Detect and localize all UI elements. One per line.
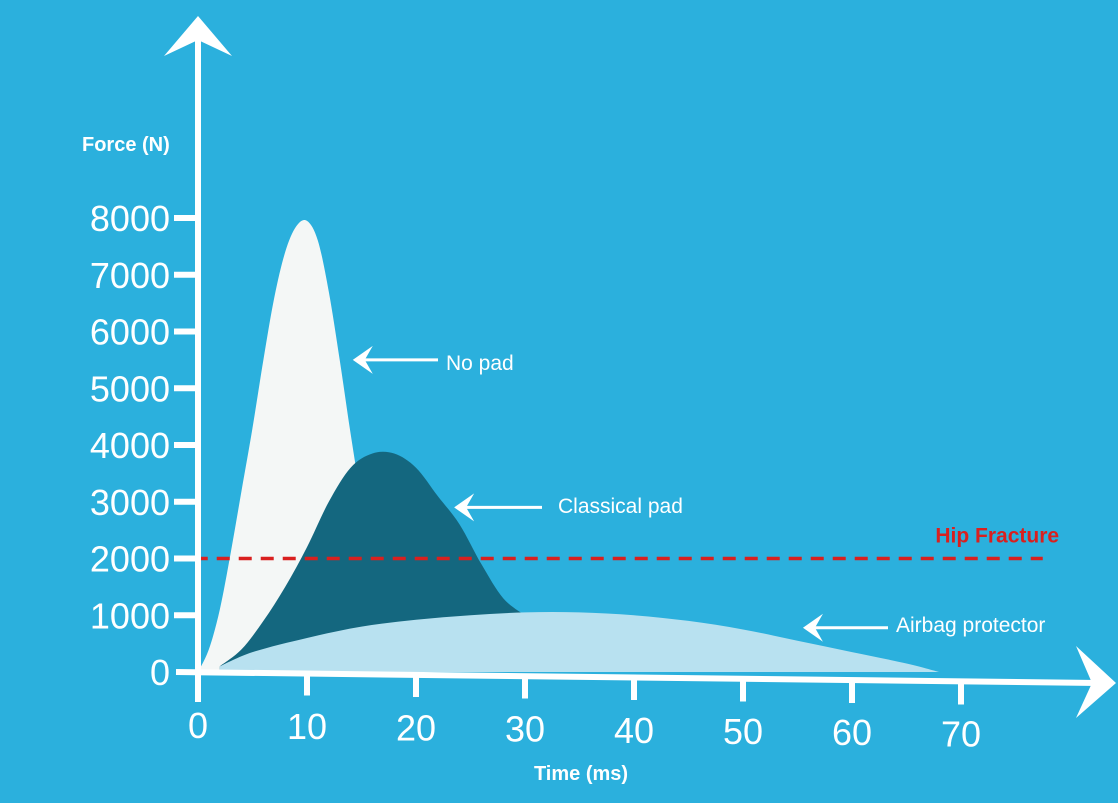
series-name: Airbag protector — [896, 614, 1045, 637]
x-tick-label-70: 70 — [941, 713, 981, 754]
series-areas — [198, 219, 940, 672]
pointer-arrowhead — [352, 345, 373, 374]
y-tick-label-2000: 2000 — [90, 539, 170, 580]
y-tick-label-5000: 5000 — [90, 368, 170, 409]
x-axis-line — [175, 669, 1099, 686]
threshold-label: Hip Fracture — [935, 525, 1059, 548]
y-tick-label-1000: 1000 — [90, 595, 170, 636]
y-axis-label: Force (N) — [82, 134, 170, 156]
series-label-no-pad: No pad — [352, 345, 514, 375]
series-area-airbag-protector — [219, 612, 940, 672]
x-axis-arrowhead — [1076, 646, 1116, 718]
y-axis-arrowhead — [164, 16, 232, 56]
series-name: Classical pad — [558, 495, 683, 518]
pointer-arrowhead — [454, 493, 475, 522]
y-tick-label-0: 0 — [150, 652, 170, 693]
y-tick-label-3000: 3000 — [90, 482, 170, 523]
hip-fracture-threshold: Hip Fracture — [194, 525, 1059, 561]
x-tick-label-0: 0 — [188, 705, 208, 746]
x-tick-label-20: 20 — [396, 707, 436, 748]
y-tick-label-7000: 7000 — [90, 255, 170, 296]
x-axis-label: Time (ms) — [534, 763, 628, 785]
series-name: No pad — [446, 352, 514, 375]
x-tick-label-60: 60 — [832, 712, 872, 753]
series-label-airbag-protector: Airbag protector — [802, 613, 1045, 642]
x-tick-label-30: 30 — [505, 709, 545, 750]
series-labels: No pad Classical pad Airbag protector — [352, 345, 1045, 642]
pointer-arrowhead — [802, 613, 823, 642]
y-tick-label-6000: 6000 — [90, 312, 170, 353]
x-tick-label-10: 10 — [287, 706, 327, 747]
x-tick-label-50: 50 — [723, 711, 763, 752]
ticks: 0 1000 2000 3000 4000 5000 6000 7000 8000 0 10 20 30… — [90, 198, 981, 754]
y-tick-label-4000: 4000 — [90, 425, 170, 466]
axes — [164, 16, 1116, 718]
series-label-classical-pad: Classical pad — [454, 493, 683, 522]
y-tick-label-8000: 8000 — [90, 198, 170, 239]
x-tick-label-40: 40 — [614, 710, 654, 751]
